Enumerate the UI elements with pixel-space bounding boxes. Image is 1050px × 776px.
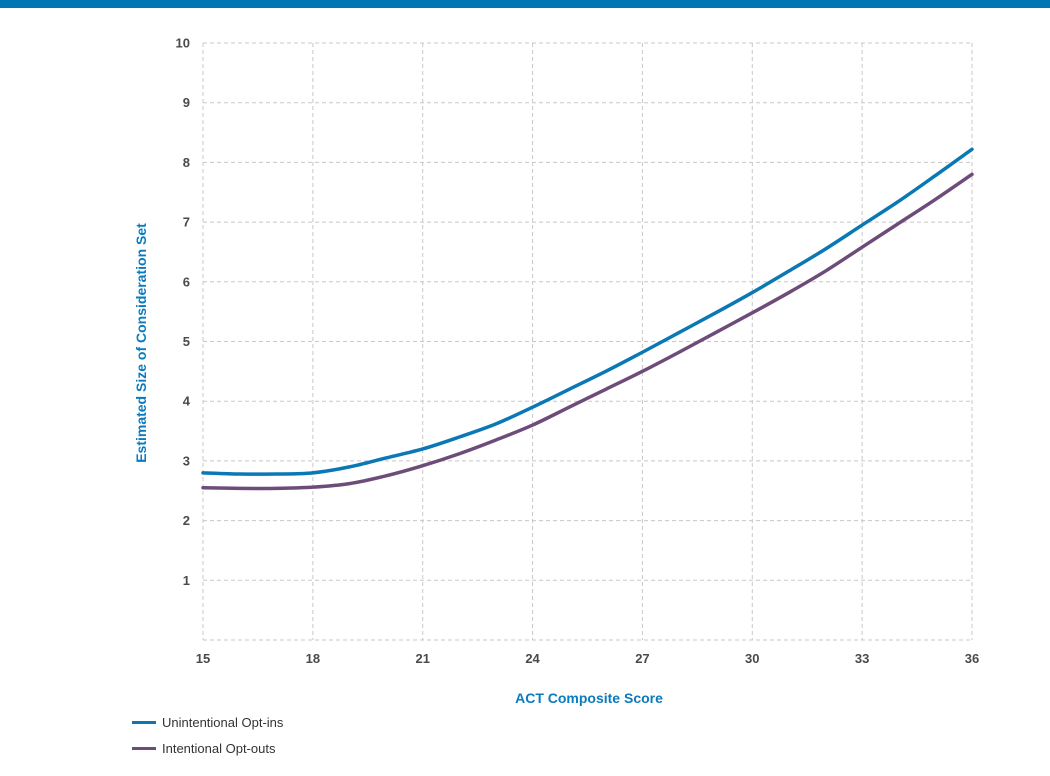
- y-tick-label: 5: [183, 334, 190, 349]
- x-tick-label: 21: [415, 651, 429, 666]
- y-tick-label: 6: [183, 274, 190, 289]
- series-line-unintentional-opt-ins: [201, 147, 974, 476]
- series-line-intentional-opt-outs: [201, 172, 974, 491]
- legend-label-intentional: Intentional Opt-outs: [162, 740, 276, 756]
- y-tick-label: 9: [183, 95, 190, 110]
- x-tick-label: 24: [525, 651, 540, 666]
- y-tick-labels: 1 2 3 4 5 6 7 8 9 10: [176, 36, 191, 588]
- y-axis-title: Estimated Size of Consideration Set: [133, 223, 149, 463]
- x-tick-label: 18: [306, 651, 320, 666]
- y-tick-label: 2: [183, 513, 190, 528]
- x-tick-labels: 15 18 21 24 27 30 33 36: [196, 651, 979, 666]
- y-tick-label: 3: [183, 453, 190, 468]
- legend-swatch-unintentional: [132, 720, 156, 724]
- y-tick-label: 10: [176, 36, 190, 51]
- x-tick-label: 36: [965, 651, 979, 666]
- y-tick-label: 1: [183, 573, 190, 588]
- legend-swatch-intentional: [132, 746, 156, 750]
- legend-item-intentional: Intentional Opt-outs: [132, 738, 283, 758]
- grid: [202, 42, 973, 641]
- top-rule: [0, 0, 1050, 8]
- legend: Unintentional Opt-ins Intentional Opt-ou…: [132, 712, 283, 764]
- y-tick-label: 4: [183, 394, 191, 409]
- x-tick-label: 27: [635, 651, 649, 666]
- y-tick-label: 7: [183, 215, 190, 230]
- x-tick-label: 30: [745, 651, 759, 666]
- y-tick-label: 8: [183, 155, 190, 170]
- series-lines: [201, 147, 974, 491]
- x-axis-title: ACT Composite Score: [515, 690, 663, 706]
- x-tick-label: 15: [196, 651, 210, 666]
- legend-item-unintentional: Unintentional Opt-ins: [132, 712, 283, 732]
- legend-label-unintentional: Unintentional Opt-ins: [162, 714, 284, 730]
- x-tick-label: 33: [855, 651, 869, 666]
